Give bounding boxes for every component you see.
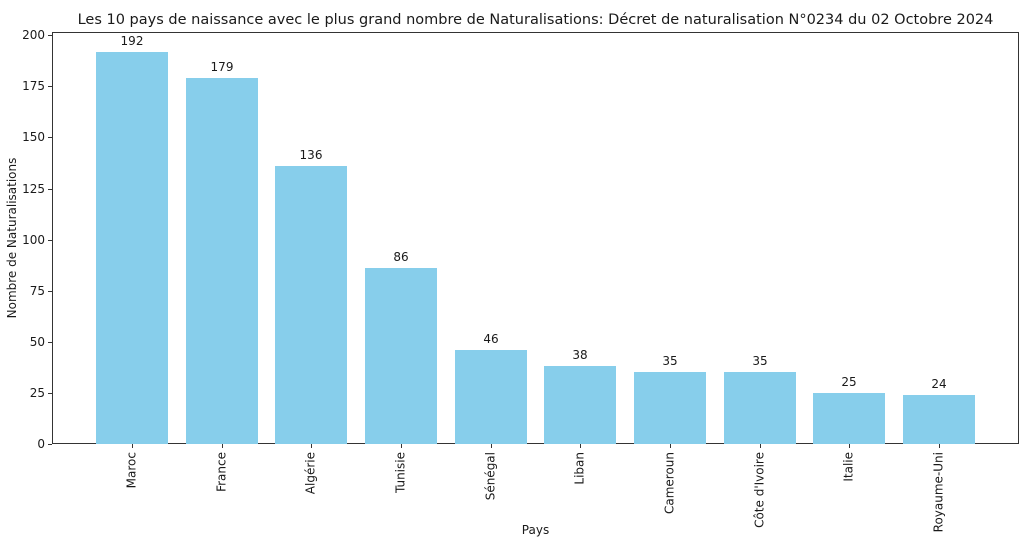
bar-value-label: 179 — [210, 60, 234, 74]
x-tick — [311, 444, 312, 448]
bar-value-label: 35 — [752, 354, 768, 368]
bar — [634, 372, 706, 444]
bar — [813, 393, 885, 444]
y-tick — [48, 342, 52, 343]
y-tick-label: 0 — [37, 437, 45, 451]
y-tick — [48, 86, 52, 87]
bar — [724, 372, 796, 444]
y-tick — [48, 393, 52, 394]
y-tick — [48, 189, 52, 190]
y-tick — [48, 240, 52, 241]
x-tick-label: Liban — [572, 452, 587, 485]
bar-value-label: 35 — [662, 354, 678, 368]
bar-value-label: 136 — [299, 148, 323, 162]
bar-value-label: 24 — [931, 377, 947, 391]
y-tick-label: 75 — [29, 284, 45, 298]
chart-title: Les 10 pays de naissance avec le plus gr… — [77, 12, 994, 28]
x-tick — [849, 444, 850, 448]
x-tick-label: Côte d'Ivoire — [752, 452, 767, 528]
y-tick — [48, 444, 52, 445]
x-axis-label: Pays — [521, 523, 550, 537]
x-tick-label: Italie — [841, 452, 856, 482]
x-tick — [670, 444, 671, 448]
bar-value-label: 86 — [393, 250, 409, 264]
x-tick — [222, 444, 223, 448]
bar — [365, 268, 437, 444]
x-tick-label: Cameroun — [662, 452, 677, 515]
bar-value-label: 46 — [483, 332, 499, 346]
bar — [903, 395, 975, 444]
bar — [544, 366, 616, 444]
x-tick — [760, 444, 761, 448]
y-tick-label: 200 — [22, 28, 45, 42]
y-tick-label: 25 — [29, 386, 45, 400]
x-tick — [939, 444, 940, 448]
x-tick-label: Tunisie — [393, 452, 408, 494]
y-tick-label: 100 — [22, 233, 45, 247]
bar — [455, 350, 527, 444]
y-tick — [48, 137, 52, 138]
y-tick-label: 50 — [29, 335, 45, 349]
y-tick — [48, 291, 52, 292]
y-tick-label: 125 — [22, 182, 45, 196]
x-tick-label: Royaume-Uni — [931, 452, 946, 533]
bar-value-label: 192 — [120, 34, 144, 48]
x-tick-label: Algérie — [303, 452, 318, 495]
bar — [96, 52, 168, 444]
bar — [186, 78, 258, 444]
bar-value-label: 25 — [841, 375, 857, 389]
y-tick-label: 175 — [22, 79, 45, 93]
bar — [275, 166, 347, 444]
y-tick — [48, 35, 52, 36]
bar-value-label: 38 — [572, 348, 588, 362]
y-tick-label: 150 — [22, 130, 45, 144]
x-tick — [580, 444, 581, 448]
x-tick-label: Maroc — [124, 452, 139, 489]
x-tick — [491, 444, 492, 448]
x-tick-label: Sénégal — [483, 452, 498, 501]
x-tick-label: France — [214, 452, 229, 492]
x-tick — [401, 444, 402, 448]
x-tick — [132, 444, 133, 448]
